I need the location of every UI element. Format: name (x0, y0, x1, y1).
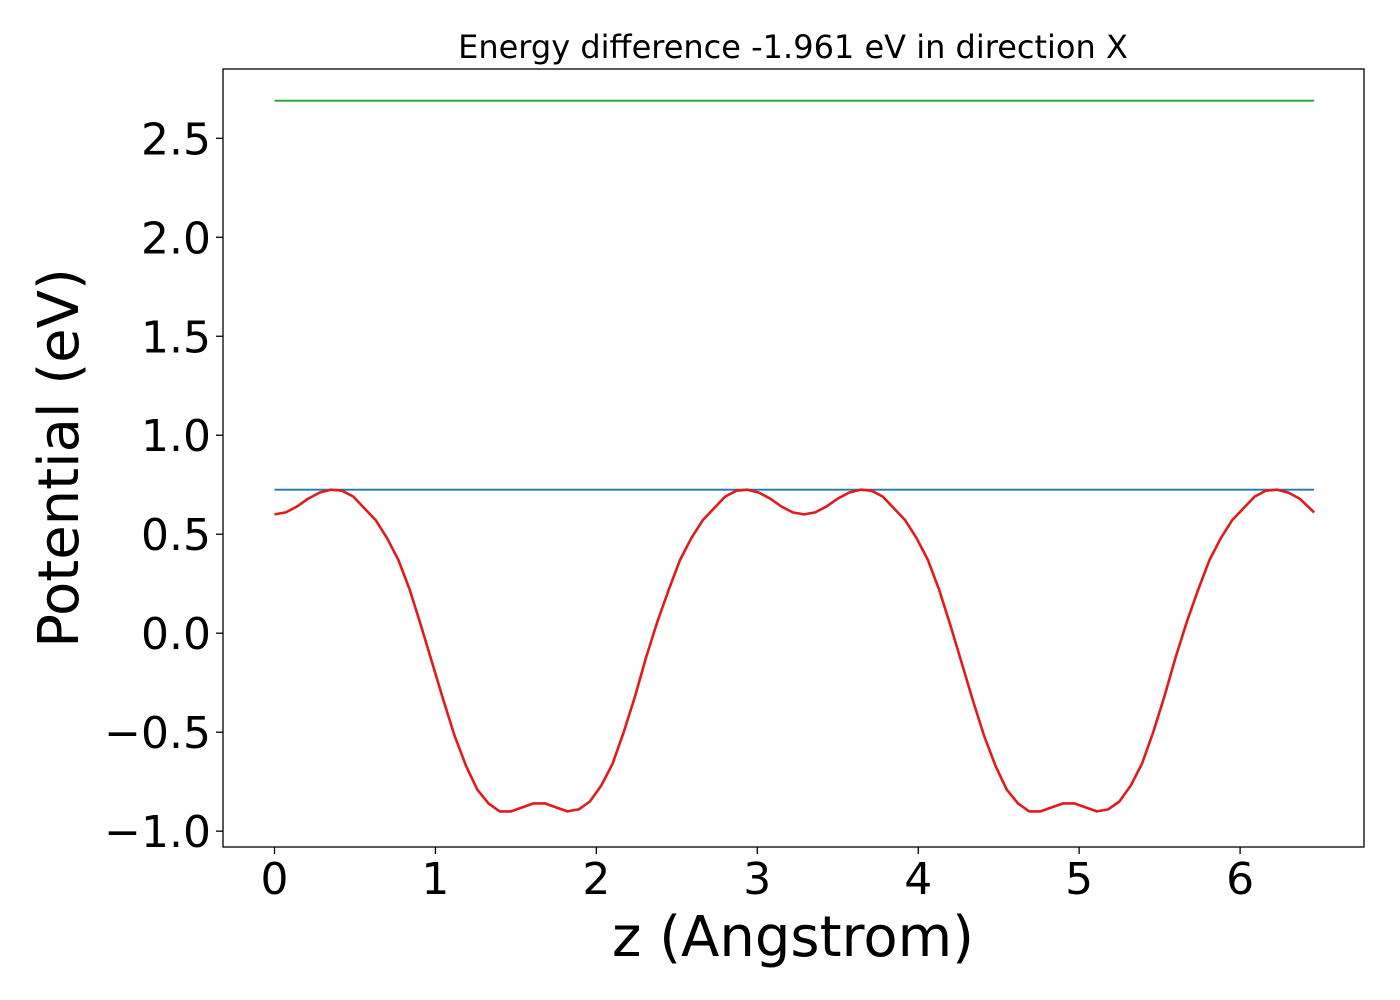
y-tick-label: 0.5 (141, 510, 211, 561)
x-tick-label: 4 (904, 854, 932, 905)
x-tick-label: 6 (1226, 854, 1254, 905)
x-axis-label: z (Angstrom) (612, 905, 974, 970)
x-tick-label: 0 (260, 854, 288, 905)
x-tick-label: 5 (1065, 854, 1093, 905)
plot-frame (222, 68, 1365, 848)
y-tick-label: 1.0 (141, 411, 211, 462)
y-tick-label: 0.0 (141, 609, 211, 660)
y-tick-label: 2.0 (141, 213, 211, 264)
x-tick-label: 3 (743, 854, 771, 905)
x-tick-label: 1 (421, 854, 449, 905)
chart-title: Energy difference -1.961 eV in direction… (458, 28, 1128, 66)
y-tick-label: 1.5 (141, 312, 211, 363)
y-axis: −1.0 −0.5 0.0 0.5 1.0 1.5 2.0 2.5 (104, 114, 223, 858)
series-line-3 (274, 488, 1315, 813)
series-layer (274, 99, 1315, 813)
y-tick-label: −1.0 (104, 807, 211, 858)
y-tick-label: −0.5 (104, 708, 211, 759)
y-tick-label: 2.5 (141, 114, 211, 165)
x-axis: 0 1 2 3 4 5 6 (260, 847, 1254, 905)
x-tick-label: 2 (582, 854, 610, 905)
y-axis-label: Potential (eV) (27, 268, 92, 648)
